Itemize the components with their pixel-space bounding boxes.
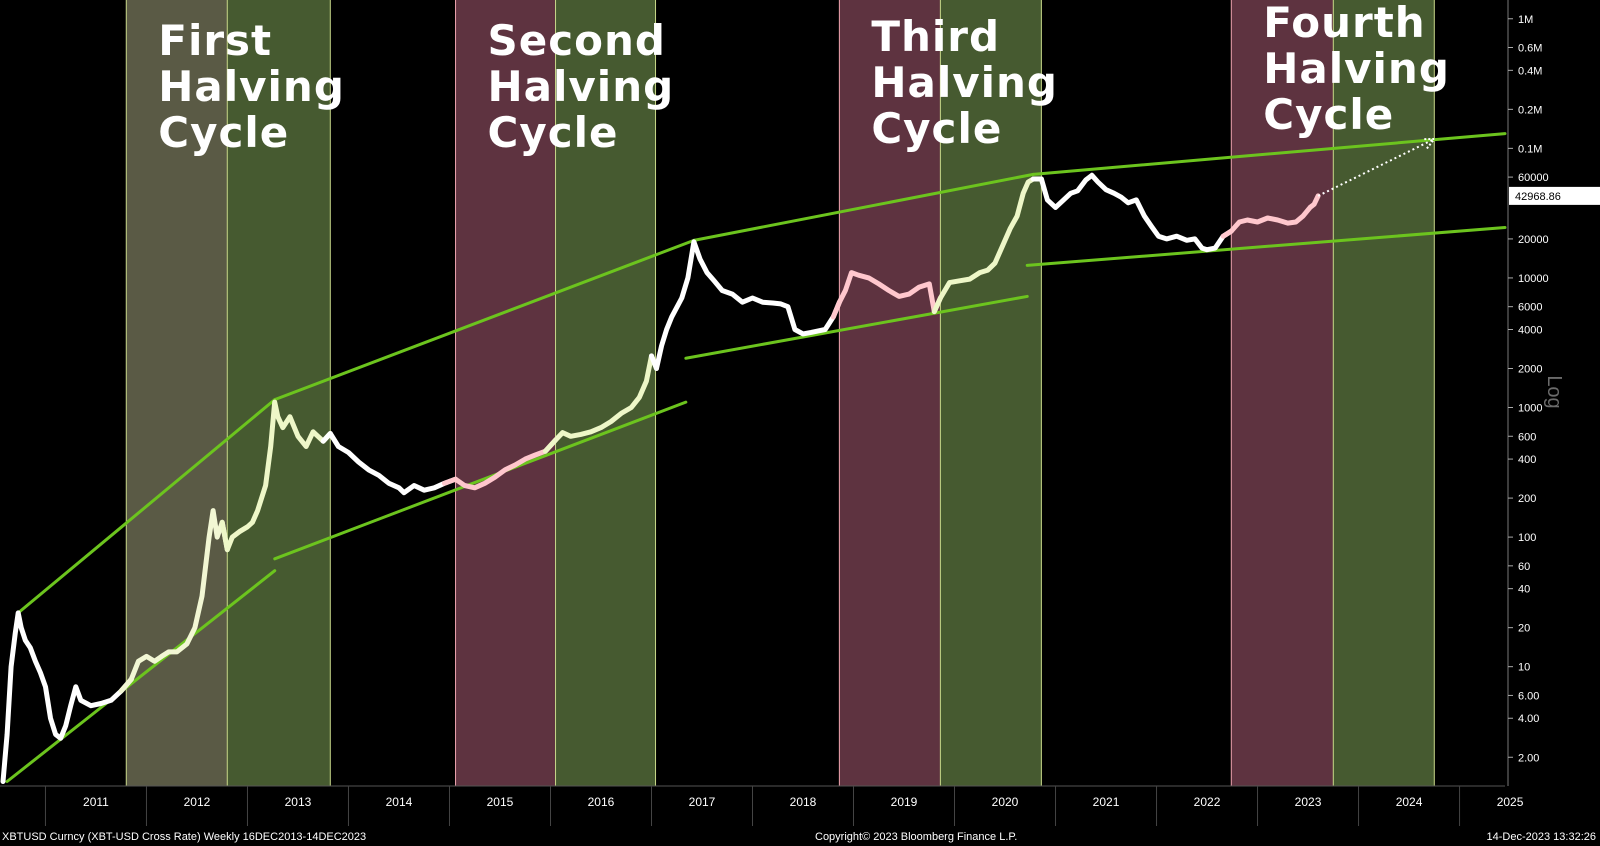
projection-arrow [1317, 138, 1437, 197]
y-tick-label: 1000 [1518, 403, 1542, 415]
last-value-tag [1509, 186, 1600, 205]
cycle-label: Fourth Halving Cycle [1263, 0, 1450, 139]
y-tick-label: 0.1M [1518, 143, 1542, 155]
x-axis-background [0, 786, 1600, 830]
trend-channel-line [5, 569, 277, 783]
x-tick-label: 2020 [992, 795, 1019, 809]
y-tick-label: 10000 [1518, 273, 1549, 285]
y-tick-label: 200 [1518, 493, 1536, 505]
trend-channel-line [684, 294, 1029, 360]
y-tick-label: 6000 [1518, 302, 1542, 314]
y-tick-label: 60 [1518, 561, 1530, 573]
price-line-segment [542, 353, 659, 454]
x-tick-label: 2025 [1497, 795, 1524, 809]
footer-timestamp: 14-Dec-2023 13:32:26 [1486, 831, 1596, 843]
cycle-band [455, 0, 556, 786]
cycle-label: First Halving Cycle [158, 16, 345, 157]
cycle-band [1333, 0, 1435, 786]
x-tick-label: 2013 [285, 795, 312, 809]
footer-security-info: XBTUSD Curncy (XBT-USD Cross Rate) Weekl… [2, 831, 367, 843]
cycle-band [126, 0, 228, 786]
price-line-segment [219, 399, 333, 553]
y-tick-label: 400 [1518, 454, 1536, 466]
chart-footer: XBTUSD Curncy (XBT-USD Cross Rate) Weekl… [0, 830, 1600, 846]
y-axis-title: Log [1543, 375, 1565, 408]
y-axis: 1M 0.6M 0.4M 0.2M 0.1M 60000 20000 10000 6000 400… [1507, 0, 1600, 786]
y-tick-label: 0.2M [1518, 104, 1542, 116]
x-tick-label: 2012 [184, 795, 211, 809]
price-line-segment [931, 176, 1044, 315]
price-line-segment [320, 431, 458, 496]
y-tick-label: 1M [1518, 14, 1533, 26]
cycle-band [1231, 0, 1334, 786]
trend-channel-line [16, 398, 277, 615]
cycle-band [940, 0, 1042, 786]
price-line-segment [441, 437, 558, 491]
last-value-label: 42968.86 [1515, 191, 1561, 203]
price-line-segment [118, 508, 230, 694]
cycle-band [227, 0, 331, 786]
price-line-segment [649, 239, 842, 371]
y-tick-label: 4000 [1518, 324, 1542, 336]
price-line-segment [0, 610, 134, 784]
y-tick-label: 100 [1518, 532, 1536, 544]
x-tick-label: 2014 [386, 795, 413, 809]
y-tick-label: 0.6M [1518, 43, 1542, 55]
y-tick-label: 0.4M [1518, 65, 1542, 77]
y-tick-label: 40 [1518, 584, 1530, 596]
footer-copyright: Copyright© 2023 Bloomberg Finance L.P. [815, 831, 1018, 843]
y-tick-label: 60000 [1518, 172, 1549, 184]
y-tick-label: 4.00 [1518, 713, 1539, 725]
price-line-segment [1220, 193, 1321, 239]
x-tick-label: 2015 [487, 795, 514, 809]
trend-channels [5, 132, 1507, 783]
price-series [0, 172, 1321, 784]
x-tick-label: 2022 [1194, 795, 1221, 809]
trend-channel-line [1025, 226, 1507, 267]
price-line-segment [830, 270, 943, 320]
trend-channel-line [273, 400, 688, 561]
trend-channel-line [273, 238, 696, 402]
trend-channel-line [692, 172, 1035, 242]
x-axis: 2011 2012 2013 2014 2015 2016 2017 2018 2019 2020… [0, 785, 1600, 830]
x-tick-label: 2021 [1093, 795, 1120, 809]
projection-arrowhead [1422, 138, 1437, 150]
y-tick-label: 2.00 [1518, 752, 1539, 764]
x-tick-label: 2011 [83, 795, 109, 809]
y-tick-label: 6.00 [1518, 690, 1539, 702]
cycle-label: Third Halving Cycle [871, 12, 1058, 153]
y-tick-label: 2000 [1518, 364, 1542, 376]
y-tick-label: 20000 [1518, 234, 1549, 246]
x-tick-label: 2018 [790, 795, 817, 809]
y-tick-label: 20 [1518, 623, 1530, 635]
price-line-segment [1030, 172, 1234, 253]
x-tick-label: 2023 [1295, 795, 1322, 809]
x-tick-label: 2019 [891, 795, 918, 809]
x-tick-label: 2017 [689, 795, 716, 809]
x-tick-label: 2024 [1396, 795, 1423, 809]
trend-channel-line [1031, 132, 1507, 176]
cycle-band [839, 0, 941, 786]
x-tick-label: 2016 [588, 795, 615, 809]
projection-line [1317, 138, 1435, 197]
y-tick-label: 10 [1518, 662, 1530, 674]
y-tick-label: 600 [1518, 431, 1536, 443]
cycle-label: Second Halving Cycle [487, 16, 675, 157]
